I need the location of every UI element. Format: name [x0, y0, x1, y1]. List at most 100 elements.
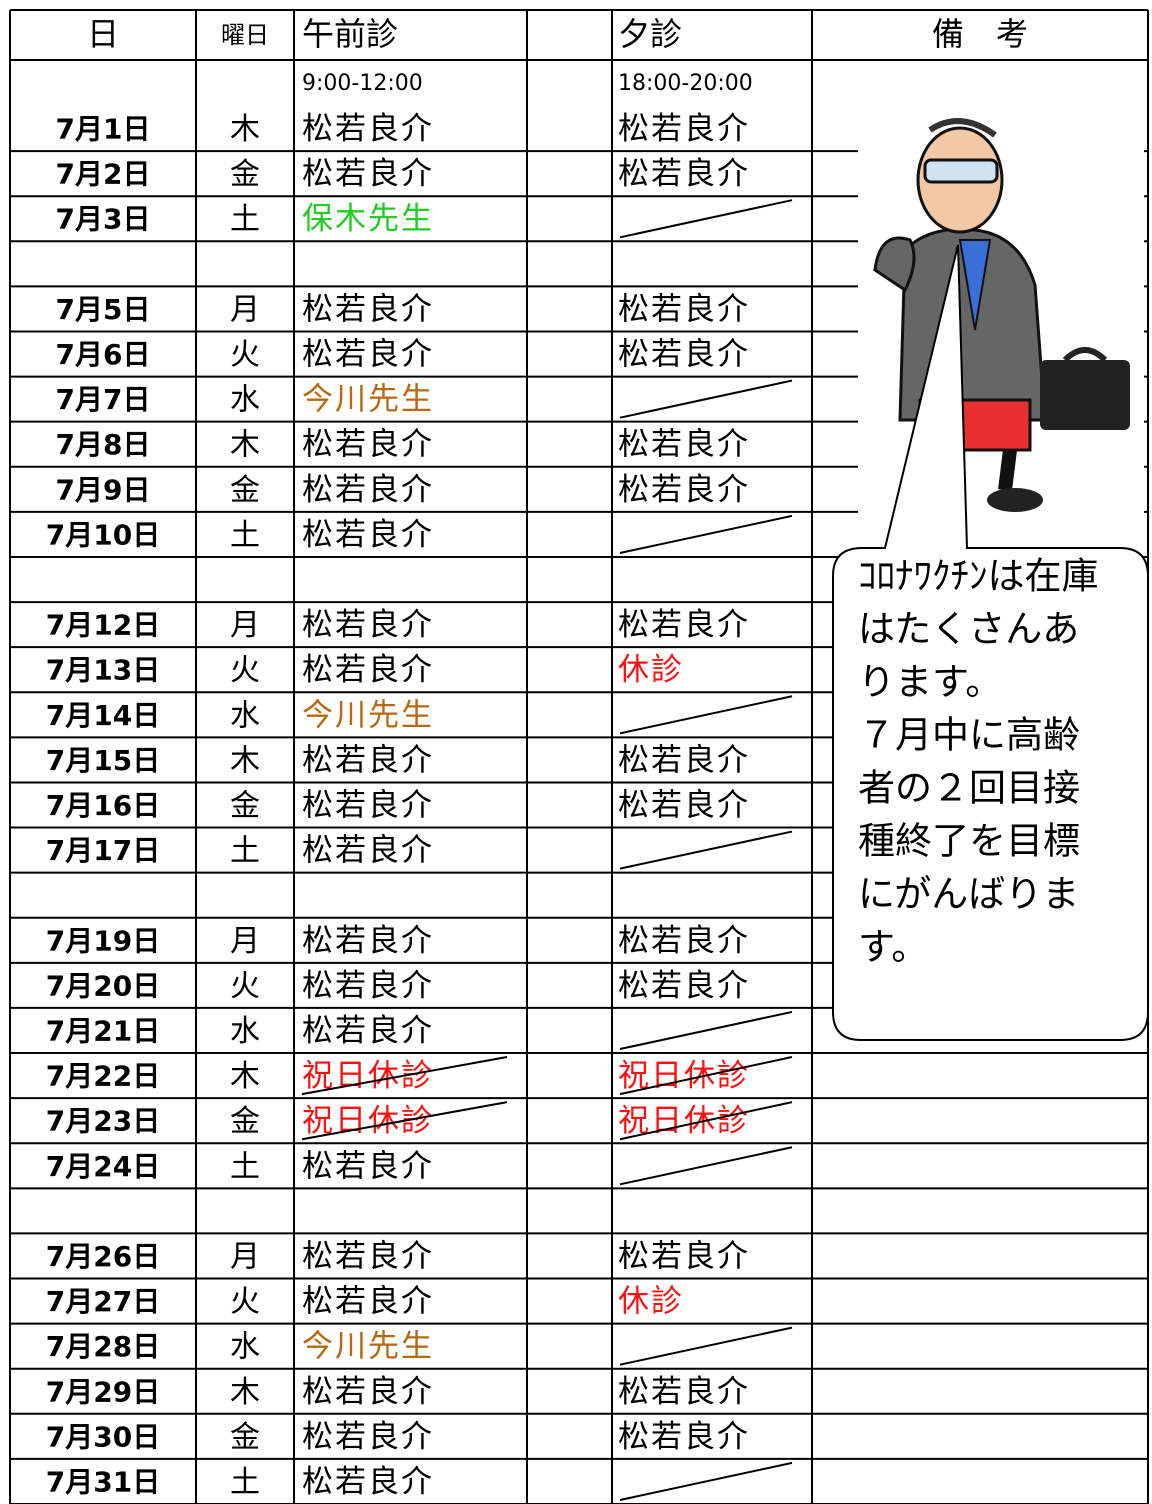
am-doctor: 今川先生	[302, 1329, 434, 1365]
am-doctor: 松若良介	[302, 1464, 434, 1500]
header-note: 備 考	[932, 15, 1028, 53]
date: 7月20日	[46, 969, 160, 1002]
weekday: 木	[230, 743, 260, 778]
pm-doctor: 松若良介	[618, 111, 750, 147]
date: 7月27日	[46, 1285, 160, 1318]
shoe-right	[987, 488, 1043, 512]
date: 7月1日	[56, 113, 151, 146]
sunglasses	[923, 158, 999, 184]
date: 7月10日	[46, 518, 160, 551]
weekday: 火	[230, 653, 260, 688]
briefcase	[1040, 360, 1130, 430]
am-doctor: 松若良介	[302, 1284, 434, 1320]
am-doctor: 松若良介	[302, 337, 434, 373]
am-doctor: 松若良介	[302, 291, 434, 327]
pm-doctor: 松若良介	[618, 291, 750, 327]
pm-doctor: 松若良介	[618, 427, 750, 463]
pm-doctor: 松若良介	[618, 1238, 750, 1274]
bubble-line: にがんばりま	[858, 873, 1079, 916]
am-doctor: 松若良介	[302, 968, 434, 1004]
cell-strike	[619, 1461, 793, 1501]
am-doctor: 松若良介	[302, 156, 434, 192]
date: 7月12日	[46, 609, 160, 642]
date: 7月19日	[46, 924, 160, 957]
date: 7月3日	[56, 203, 151, 236]
pm-doctor: 休診	[618, 1284, 684, 1320]
cell-strike	[301, 1056, 508, 1096]
arm	[873, 236, 916, 293]
weekday: 土	[230, 834, 260, 869]
bubble-line: ７月中に高齢	[858, 714, 1080, 757]
date: 7月30日	[46, 1420, 160, 1453]
am-doctor: 松若良介	[302, 923, 434, 959]
pm-doctor: 松若良介	[618, 968, 750, 1004]
date: 7月14日	[46, 699, 160, 732]
pm-doctor: 松若良介	[618, 156, 750, 192]
table-cells: 日 曜日 午前診 夕診 備 考 9:00-12:00 18:00-20:00 7…	[46, 15, 1028, 1501]
pm-doctor: 祝日休診	[618, 1058, 750, 1094]
date: 7月2日	[56, 158, 151, 191]
weekday: 火	[230, 969, 260, 1004]
pm-doctor: 松若良介	[618, 337, 750, 373]
date: 7月28日	[46, 1330, 160, 1363]
am-doctor: 松若良介	[302, 1238, 434, 1274]
am-doctor: 松若良介	[302, 1374, 434, 1410]
weekday: 土	[230, 1465, 260, 1500]
date: 7月6日	[56, 338, 151, 371]
weekday: 木	[230, 1059, 260, 1094]
weekday: 火	[230, 338, 260, 373]
cell-strike	[619, 1146, 793, 1186]
date: 7月8日	[56, 428, 151, 461]
date: 7月15日	[46, 744, 160, 777]
pm-doctor: 松若良介	[618, 472, 750, 508]
pm-doctor: 休診	[618, 652, 684, 688]
weekday: 月	[230, 1239, 260, 1274]
am-doctor: 松若良介	[302, 833, 434, 869]
date: 7月26日	[46, 1240, 160, 1273]
am-doctor: 松若良介	[302, 788, 434, 824]
date: 7月29日	[46, 1375, 160, 1408]
weekday: 水	[230, 698, 260, 733]
cell-strike	[619, 830, 793, 870]
am-doctor: 松若良介	[302, 472, 434, 508]
hours-pm: 18:00-20:00	[618, 71, 753, 96]
am-doctor: 松若良介	[302, 1419, 434, 1455]
briefcase-handle	[1062, 347, 1108, 363]
am-doctor: 今川先生	[302, 382, 434, 418]
weekday: 水	[230, 383, 260, 418]
pm-doctor: 松若良介	[618, 923, 750, 959]
pm-doctor: 松若良介	[618, 1374, 750, 1410]
header-pm: 夕診	[618, 15, 682, 53]
weekday: 金	[230, 1104, 260, 1139]
weekday: 金	[230, 473, 260, 508]
am-doctor: 松若良介	[302, 1013, 434, 1049]
am-doctor: 祝日休診	[302, 1103, 434, 1139]
date: 7月21日	[46, 1014, 160, 1047]
hours-am: 9:00-12:00	[302, 71, 423, 96]
pm-doctor: 松若良介	[618, 1419, 750, 1455]
bubble-line: す。	[858, 926, 928, 969]
hair	[928, 118, 997, 138]
am-doctor: 祝日休診	[302, 1058, 434, 1094]
weekday: 月	[230, 292, 260, 327]
am-doctor: 松若良介	[302, 607, 434, 643]
weekday: 木	[230, 1375, 260, 1410]
date: 7月7日	[56, 383, 151, 416]
am-doctor: 松若良介	[302, 1148, 434, 1184]
date: 7月13日	[46, 654, 160, 687]
bubble-line: 者の２回目接	[858, 767, 1080, 810]
pm-doctor: 祝日休診	[618, 1103, 750, 1139]
date: 7月31日	[46, 1465, 160, 1498]
cell-strike	[619, 695, 793, 735]
weekday: 土	[230, 1149, 260, 1184]
weekday: 水	[230, 1330, 260, 1365]
pm-doctor: 松若良介	[618, 788, 750, 824]
weekday: 月	[230, 924, 260, 959]
cell-strike	[619, 1101, 793, 1141]
am-doctor: 松若良介	[302, 652, 434, 688]
weekday: 金	[230, 157, 260, 192]
date: 7月9日	[56, 473, 151, 506]
